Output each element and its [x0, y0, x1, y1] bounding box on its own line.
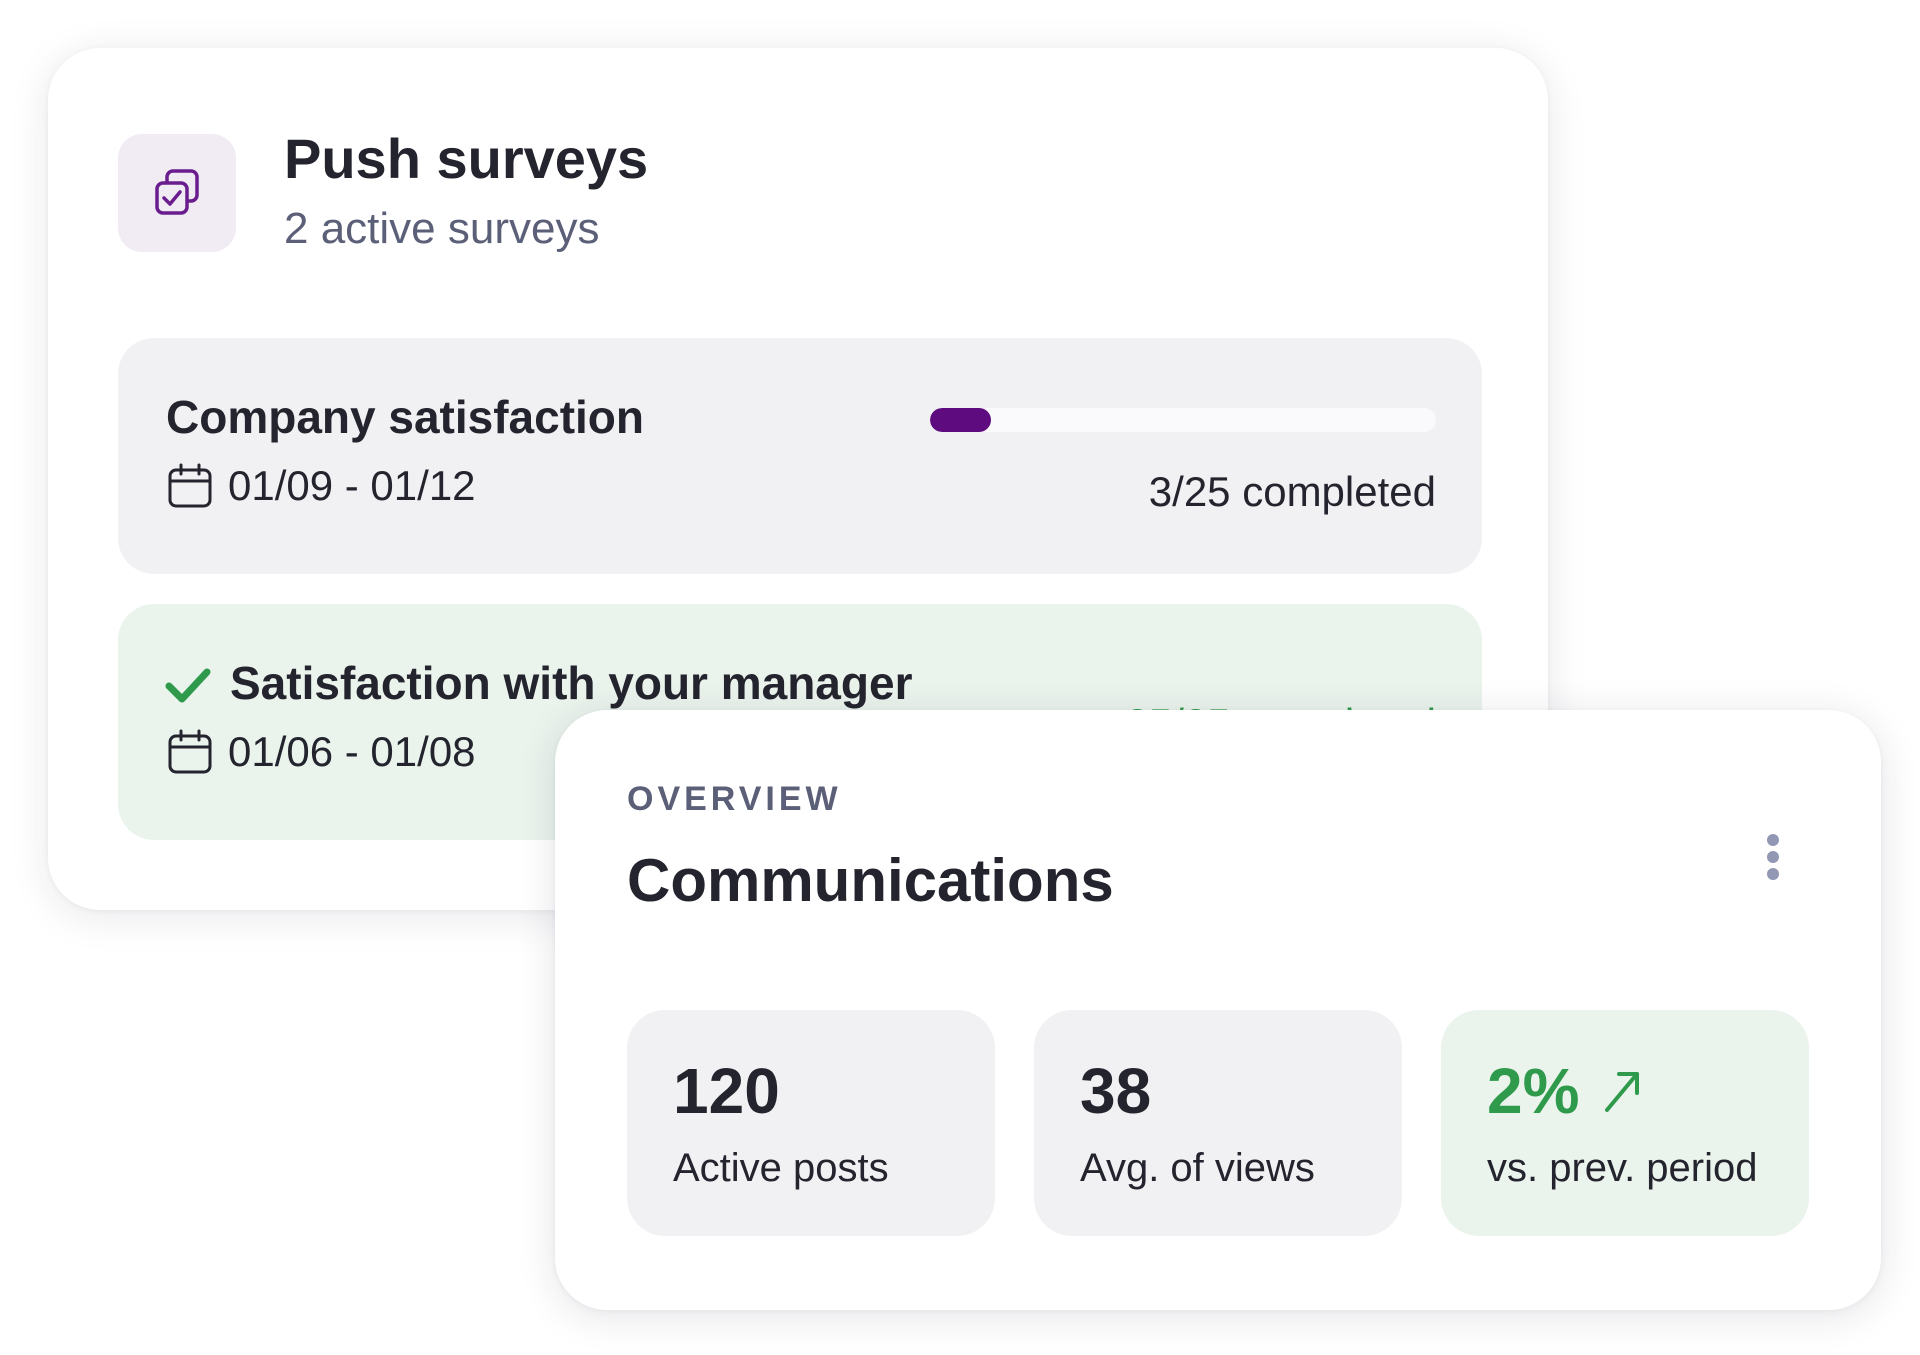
stat-label: Avg. of views — [1080, 1146, 1315, 1190]
check-icon — [165, 668, 211, 703]
surveys-subtitle: 2 active surveys — [284, 204, 600, 253]
stat-avg-views: 38 Avg. of views — [1034, 1010, 1402, 1236]
push-surveys-card: Push surveys 2 active surveys Company sa… — [48, 48, 1548, 910]
more-vertical-icon — [1767, 868, 1779, 880]
trend-up-arrow-icon — [1605, 1072, 1639, 1112]
survey-date-range: 01/09 - 01/12 — [166, 462, 476, 510]
stat-label: Active posts — [673, 1146, 889, 1190]
calendar-icon — [168, 463, 212, 508]
survey-name: Satisfaction with your manager — [230, 657, 913, 709]
survey-progress-fill — [930, 408, 991, 432]
survey-name: Company satisfaction — [166, 391, 644, 443]
survey-dates-text: 01/06 - 01/08 — [228, 728, 476, 775]
surveys-icon-tile — [118, 134, 236, 252]
stat-value: 38 — [1080, 1055, 1152, 1127]
stat-value: 120 — [673, 1055, 780, 1127]
more-options-button[interactable] — [1745, 820, 1801, 892]
more-vertical-icon — [1767, 834, 1779, 846]
overview-label: OVERVIEW — [627, 780, 842, 818]
stat-label: vs. prev. period — [1487, 1146, 1758, 1190]
survey-item-company-satisfaction[interactable]: Company satisfaction 01/09 - 01/12 3/25 … — [118, 338, 1482, 574]
more-vertical-icon — [1767, 851, 1779, 863]
survey-date-range: 01/06 - 01/08 — [166, 728, 476, 776]
surveys-title: Push surveys — [284, 127, 649, 190]
survey-dates-text: 01/09 - 01/12 — [228, 462, 476, 509]
survey-progress-bar — [930, 408, 1436, 432]
communications-overview-card: OVERVIEW Communications 120 Active posts… — [555, 710, 1881, 1310]
stat-value: 2% — [1487, 1055, 1580, 1127]
stat-active-posts: 120 Active posts — [627, 1010, 995, 1236]
stat-vs-prev-period: 2% vs. prev. period — [1441, 1010, 1809, 1236]
communications-title: Communications — [627, 847, 1114, 914]
calendar-icon — [168, 729, 212, 774]
stacked-checkbox-icon — [155, 169, 199, 215]
survey-progress-text: 3/25 completed — [1148, 468, 1436, 515]
